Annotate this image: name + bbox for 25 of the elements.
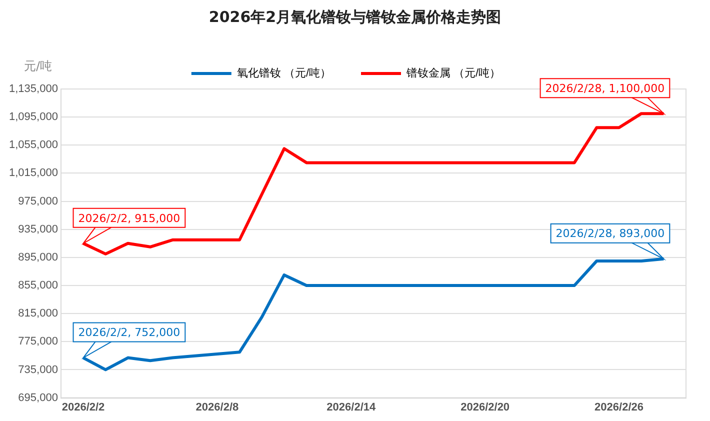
legend-label: 镨钕金属 （元/吨）	[406, 66, 501, 80]
y-tick-label: 1,015,000	[9, 167, 58, 180]
x-tick-label: 2026/2/14	[326, 401, 376, 414]
annotation: 2026/2/2, 752,000	[78, 326, 180, 340]
x-tick-label: 2026/2/26	[594, 401, 644, 414]
x-tick-label: 2026/2/2	[62, 401, 105, 414]
legend-label: 氧化镨钕 （元/吨）	[236, 66, 332, 80]
y-tick-label: 1,055,000	[9, 139, 58, 152]
y-axis-title: 元/吨	[24, 58, 52, 75]
x-tick-label: 2026/2/8	[196, 401, 239, 414]
y-tick-label: 1,135,000	[9, 83, 58, 96]
y-tick-label: 895,000	[18, 251, 58, 264]
y-tick-label: 695,000	[18, 392, 58, 404]
annotation: 2026/2/28, 1,100,000	[545, 82, 665, 95]
y-tick-label: 1,095,000	[9, 111, 58, 124]
y-tick-label: 975,000	[18, 195, 58, 208]
chart-title: 2026年2月氧化镨钕与镨钕金属价格走势图	[208, 8, 502, 27]
y-tick-label: 815,000	[18, 308, 58, 320]
y-tick-label: 775,000	[18, 336, 58, 348]
y-tick-label: 935,000	[18, 223, 58, 236]
y-tick-label: 735,000	[18, 364, 58, 376]
annotation: 2026/2/28, 893,000	[556, 227, 665, 240]
x-tick-label: 2026/2/20	[460, 401, 510, 414]
y-tick-label: 855,000	[18, 280, 58, 292]
annotation: 2026/2/2, 915,000	[78, 212, 180, 225]
